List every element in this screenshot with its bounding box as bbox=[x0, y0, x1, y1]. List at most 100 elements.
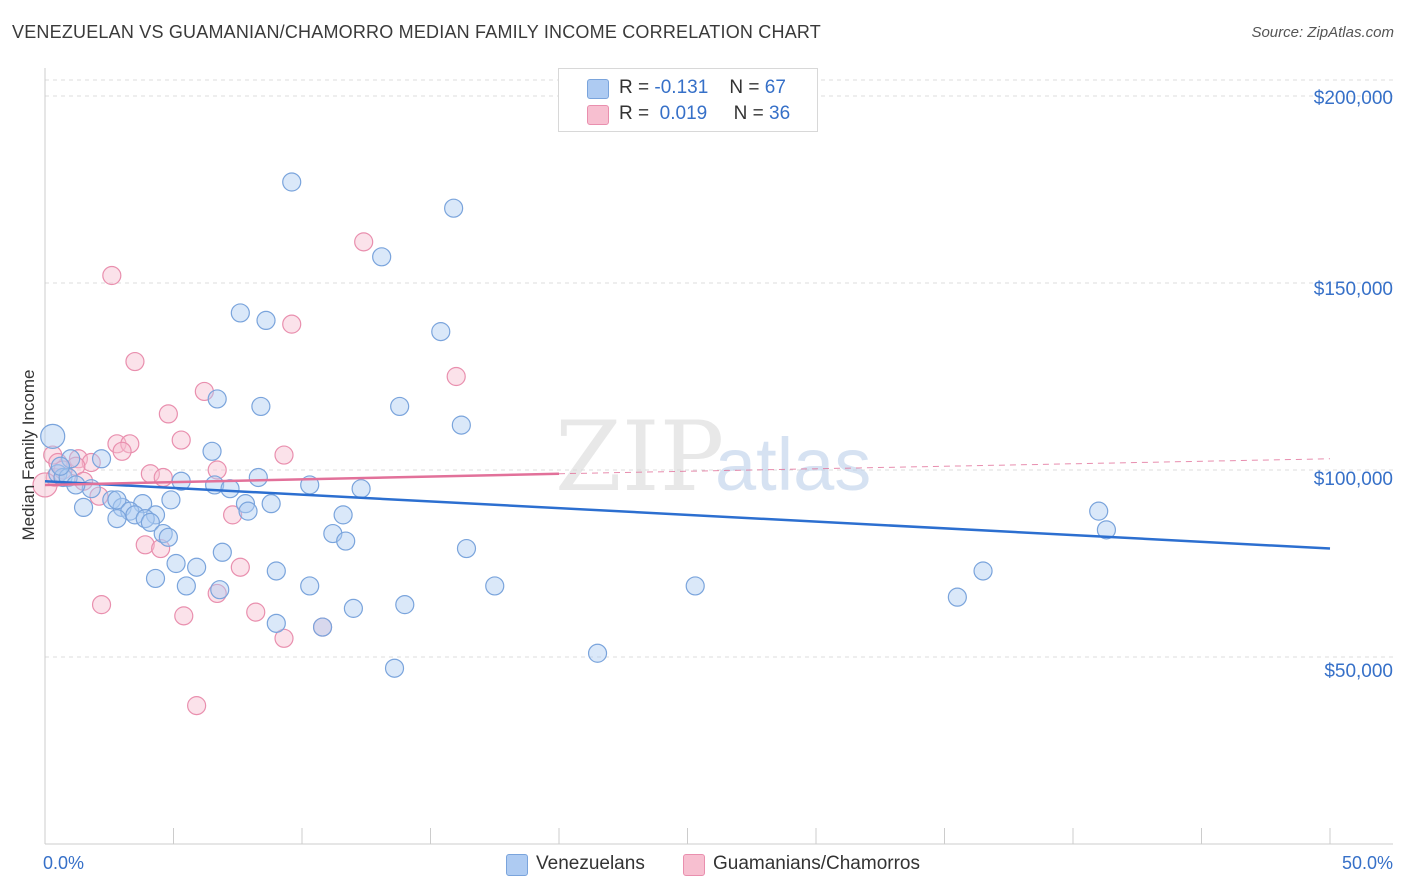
y-tick-label-50000: $50,000 bbox=[1324, 661, 1393, 682]
venezuelan-point bbox=[947, 587, 967, 607]
guamanian-point bbox=[207, 460, 227, 480]
legend-n-value: 36 bbox=[769, 103, 791, 124]
guamanian-point bbox=[282, 314, 302, 334]
guamanian-trend-line bbox=[44, 472, 560, 487]
legend-r-label: R = bbox=[619, 103, 650, 124]
venezuelan-point bbox=[261, 494, 281, 514]
venezuelan-point bbox=[212, 542, 232, 562]
venezuelan-point bbox=[125, 505, 145, 525]
legend-n-label: N = bbox=[733, 103, 764, 124]
legend-r-value: 0.019 bbox=[659, 103, 708, 124]
guamanian-point bbox=[246, 602, 266, 622]
venezuelan-point bbox=[40, 423, 66, 449]
venezuelan-point bbox=[140, 512, 160, 532]
bottom-legend-label: Guamanians/Chamorros bbox=[713, 853, 920, 874]
guamanian-point bbox=[446, 366, 466, 387]
venezuelan-point bbox=[456, 538, 477, 559]
venezuelan-point bbox=[351, 479, 371, 499]
venezuelan-point bbox=[235, 494, 256, 514]
source-label: Source: ZipAtlas.com bbox=[1251, 24, 1394, 41]
watermark-zip: ZIP bbox=[555, 401, 724, 513]
venezuelan-point bbox=[343, 598, 363, 618]
venezuelan-point bbox=[451, 415, 471, 435]
guamanian-point bbox=[91, 595, 112, 615]
venezuelan-point bbox=[210, 580, 230, 600]
chart-title: VENEZUELAN VS GUAMANIAN/CHAMORRO MEDIAN … bbox=[12, 22, 821, 42]
legend-n-label: N = bbox=[729, 77, 760, 98]
venezuelan-trend-line bbox=[44, 479, 1331, 550]
guamanian-point bbox=[354, 232, 374, 252]
venezuelan-point bbox=[336, 531, 356, 551]
venezuelan-point bbox=[158, 527, 178, 547]
trend-lines bbox=[44, 458, 1331, 550]
x-tick-label-min: 0.0% bbox=[43, 853, 84, 873]
venezuelan-point bbox=[166, 553, 186, 574]
venezuelan-point bbox=[395, 595, 415, 615]
y-axis-label: Median Family Income bbox=[19, 369, 38, 540]
venezuelan-point bbox=[230, 303, 250, 323]
guamanian-point bbox=[158, 404, 178, 424]
legend-swatch-pink bbox=[587, 105, 609, 125]
guamanian-point bbox=[112, 441, 132, 461]
venezuelan-point bbox=[202, 441, 222, 461]
guamanian-point bbox=[102, 265, 122, 286]
guamanian-point bbox=[135, 535, 155, 555]
venezuelan-point bbox=[187, 557, 207, 577]
venezuelan-point bbox=[61, 449, 81, 469]
venezuelan-point bbox=[431, 322, 451, 342]
venezuelan-point bbox=[73, 497, 94, 517]
venezuelan-point bbox=[587, 643, 608, 663]
venezuelan-point bbox=[220, 479, 240, 499]
guamanian-point bbox=[120, 434, 140, 454]
bottom-legend-swatch-blue bbox=[506, 854, 528, 876]
venezuelan-point bbox=[238, 501, 258, 521]
legend-r-value: -0.131 bbox=[654, 77, 709, 98]
guamanian-point bbox=[68, 449, 89, 469]
guamanian-point bbox=[89, 486, 109, 506]
bottom-legend-swatch-pink bbox=[683, 854, 705, 876]
legend-r-label: R = bbox=[619, 77, 650, 98]
venezuelan-point bbox=[444, 198, 464, 218]
venezuelan-point bbox=[266, 613, 286, 633]
watermark-atlas: atlas bbox=[715, 423, 871, 506]
venezuelan-point bbox=[176, 576, 196, 596]
x-tick-label-max: 50.0% bbox=[1342, 853, 1393, 873]
correlation-legend: R = -0.131 N = 67 R = 0.019 N = 36 bbox=[558, 68, 818, 132]
guamanian-point bbox=[274, 445, 294, 465]
axes bbox=[44, 68, 1393, 845]
guamanian-point bbox=[187, 696, 207, 716]
venezuelan-point bbox=[107, 509, 127, 529]
venezuelan-point bbox=[251, 396, 271, 417]
venezuelan-point bbox=[102, 490, 122, 510]
guamanian-point bbox=[174, 606, 194, 626]
venezuelan-point bbox=[333, 505, 353, 525]
y-tick-label-200000: $200,000 bbox=[1314, 88, 1393, 109]
venezuelan-point bbox=[1089, 501, 1109, 521]
venezuelan-point bbox=[107, 490, 127, 510]
guamanian-point bbox=[274, 628, 294, 648]
bottom-legend-label: Venezuelans bbox=[536, 853, 645, 874]
guamanian-trend-extension bbox=[558, 458, 1331, 475]
guamanian-point bbox=[171, 430, 191, 450]
venezuelan-point bbox=[485, 576, 505, 596]
guamanian-point bbox=[230, 557, 250, 577]
guamanian-point bbox=[151, 538, 171, 559]
venezuelan-point bbox=[135, 509, 155, 529]
venezuelan-point bbox=[145, 568, 166, 589]
guamanian-point bbox=[153, 467, 173, 488]
watermark: ZIP atlas bbox=[555, 401, 871, 513]
venezuelan-point bbox=[256, 310, 276, 330]
guamanian-point bbox=[223, 505, 243, 525]
venezuelan-point bbox=[91, 449, 112, 469]
venezuelan-point bbox=[207, 389, 227, 409]
venezuelan-point bbox=[1096, 520, 1117, 540]
venezuelan-point bbox=[685, 576, 705, 596]
guamanian-point bbox=[81, 452, 101, 473]
y-tick-label-100000: $100,000 bbox=[1314, 469, 1393, 490]
y-tick-label-150000: $150,000 bbox=[1314, 279, 1393, 300]
venezuelan-point bbox=[973, 561, 993, 581]
venezuelan-point bbox=[384, 658, 405, 678]
venezuelan-point bbox=[312, 617, 333, 637]
venezuelan-point bbox=[390, 396, 410, 417]
